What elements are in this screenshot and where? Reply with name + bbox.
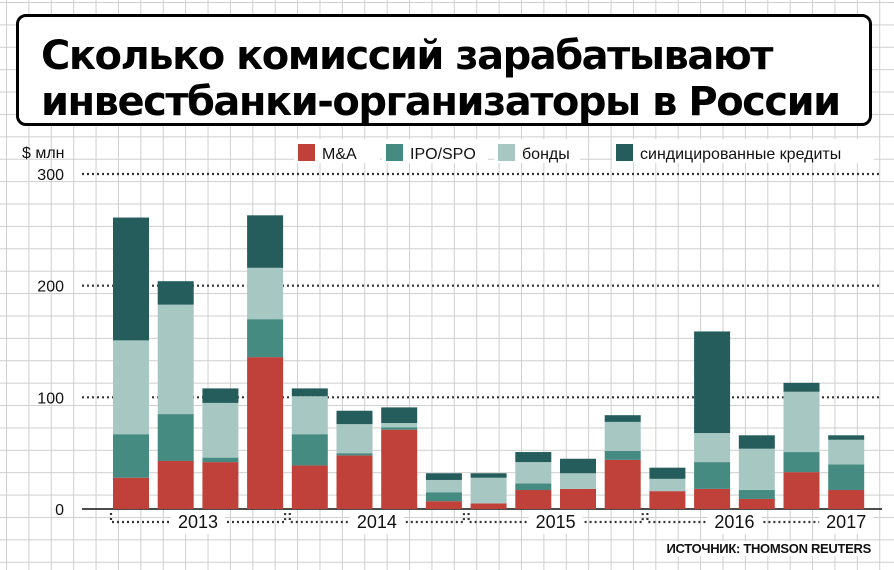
bar-segment	[783, 391, 820, 453]
year-label: 2016	[714, 512, 754, 532]
bar-segment	[202, 462, 239, 509]
bar-segment	[738, 435, 775, 449]
bar-segment	[560, 458, 596, 474]
bar-segment	[425, 479, 462, 493]
bar-segment	[560, 473, 596, 489]
bar-segment	[604, 421, 641, 451]
bar-segment	[113, 217, 149, 341]
y-tick-label: 200	[37, 279, 64, 296]
bar-segment	[336, 455, 373, 509]
legend-label: IPO/SPO	[410, 146, 476, 163]
bar-segment	[425, 501, 462, 509]
bar-segment	[694, 433, 731, 463]
bar-segment	[470, 503, 507, 509]
bar-segment	[560, 488, 596, 509]
bar-segment	[649, 491, 686, 509]
bar-segment	[694, 488, 731, 509]
bar-segment	[470, 473, 507, 478]
legend-label: бонды	[522, 146, 570, 163]
bar-segment	[783, 452, 820, 473]
bar-segment	[336, 453, 373, 456]
bar-segment	[425, 473, 462, 480]
bar-segment	[157, 460, 194, 509]
bar-segment	[470, 477, 507, 504]
bar-segment	[157, 281, 194, 305]
bar-segment	[113, 340, 149, 435]
bar-segment	[783, 472, 820, 509]
year-label-bg	[819, 510, 874, 534]
bar-segment	[649, 478, 686, 492]
year-label-bg	[349, 510, 404, 534]
bar-segment	[291, 388, 328, 397]
bar-segment	[828, 464, 865, 491]
bar-segment	[113, 434, 149, 478]
year-label: 2015	[536, 512, 576, 532]
bar-segment	[336, 410, 373, 425]
bar-segment	[694, 462, 731, 489]
legend-swatch	[498, 144, 515, 161]
bar-segment	[515, 462, 552, 484]
bar-segment	[738, 498, 775, 509]
bar-segment	[694, 331, 731, 434]
bar-segment	[202, 457, 239, 463]
bar-segment	[515, 490, 552, 509]
bar-segment	[604, 415, 641, 422]
bar-segment	[515, 452, 552, 463]
bar-segment	[425, 492, 462, 502]
bar-segment	[604, 450, 641, 460]
bar-segment	[247, 215, 284, 268]
legend-label: синдицированные кредиты	[640, 146, 841, 163]
year-label-bg	[171, 510, 226, 534]
legend-swatch	[616, 144, 633, 161]
bar-segment	[381, 423, 418, 428]
bar-segment	[649, 467, 686, 479]
chart-title-line-2: инвестбанки-организаторы в России	[41, 79, 841, 125]
y-tick-label: 300	[37, 167, 64, 184]
bar-segment	[291, 434, 328, 466]
bar-segment	[247, 267, 284, 320]
bar-segment	[783, 382, 820, 392]
bar-segment	[381, 427, 418, 430]
year-label-bg	[528, 510, 583, 534]
bar-segment	[515, 483, 552, 491]
bar-segment	[738, 448, 775, 491]
y-tick-label: 100	[37, 390, 64, 407]
bar-segment	[828, 435, 865, 440]
bar-segment	[336, 424, 373, 454]
bar-segment	[604, 459, 641, 509]
chart-title-line-1: Сколько комиссий зарабатывают	[41, 33, 773, 79]
bar-segment	[738, 490, 775, 499]
y-axis-label: $ млн	[22, 145, 65, 162]
bar-segment	[113, 477, 149, 509]
year-label: 2014	[357, 512, 397, 532]
legend-swatch	[386, 144, 403, 161]
bar-segment	[157, 414, 194, 461]
year-label-bg	[707, 510, 762, 534]
bar-segment	[247, 319, 284, 358]
bar-segment	[381, 407, 418, 424]
bar-segment	[381, 429, 418, 509]
source-note: ИСТОЧНИК: THOMSON REUTERS	[663, 541, 874, 556]
bar-segment	[247, 357, 284, 509]
bar-segment	[291, 396, 328, 435]
title-box: Сколько комиссий зарабатывают инвестбанк…	[16, 14, 872, 126]
y-tick-label: 0	[55, 502, 64, 519]
legend-swatch	[298, 144, 315, 161]
year-label: 2013	[178, 512, 218, 532]
bar-segment	[202, 402, 239, 458]
bar-segment	[828, 439, 865, 465]
year-label: 2017	[826, 512, 866, 532]
bar-segment	[828, 490, 865, 509]
bar-segment	[291, 465, 328, 509]
legend-item-bg	[612, 139, 874, 163]
legend-label: M&A	[322, 146, 357, 163]
bar-segment	[157, 304, 194, 415]
bar-segment	[202, 388, 239, 403]
